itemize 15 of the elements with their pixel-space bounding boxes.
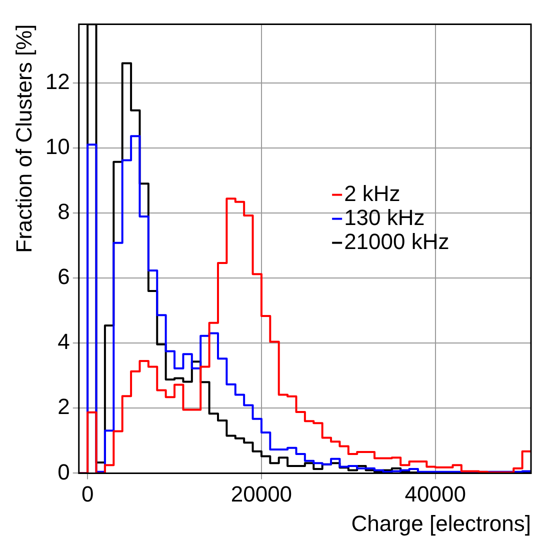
y-tick-label: 10 bbox=[45, 134, 70, 159]
y-tick-label: 2 bbox=[58, 394, 70, 420]
x-tick-label: 20000 bbox=[230, 481, 292, 506]
legend-label: 130 kHz bbox=[344, 204, 425, 230]
x-axis-title: Charge [electrons] bbox=[351, 510, 531, 536]
y-tick-label: 8 bbox=[58, 198, 70, 224]
legend-label: 21000 kHz bbox=[344, 228, 450, 254]
y-tick-label: 0 bbox=[58, 459, 70, 484]
y-tick-label: 4 bbox=[58, 329, 70, 354]
x-tick-label: 0 bbox=[81, 481, 94, 506]
y-tick-label: 12 bbox=[45, 68, 70, 94]
y-axis-title: Fraction of Clusters [%] bbox=[11, 24, 36, 253]
legend-label: 2 kHz bbox=[344, 180, 400, 206]
y-tick-label: 6 bbox=[58, 264, 70, 290]
x-tick-label: 40000 bbox=[404, 481, 466, 506]
